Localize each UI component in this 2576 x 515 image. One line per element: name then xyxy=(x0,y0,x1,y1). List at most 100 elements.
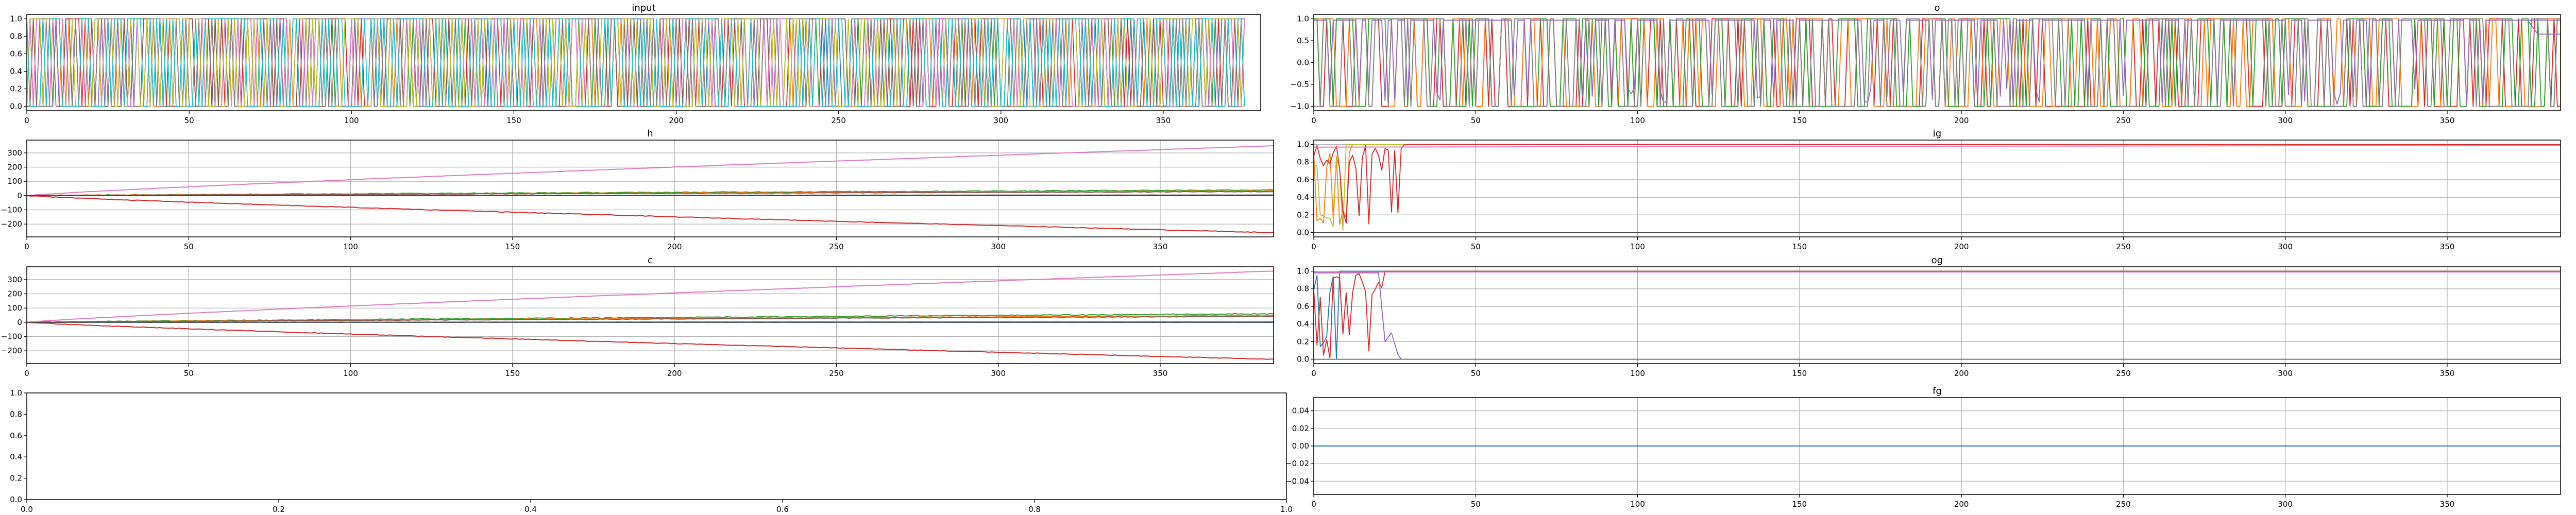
x-tick-label: 300 xyxy=(2278,369,2293,378)
y-tick-label: 300 xyxy=(7,148,22,158)
y-tick-label: 0.5 xyxy=(1297,36,1309,45)
y-tick-label: −200 xyxy=(1,219,22,229)
series-line xyxy=(1314,145,2561,148)
series-line xyxy=(27,315,1274,323)
y-tick-label: 1.0 xyxy=(10,388,22,398)
y-tick-label: 1.0 xyxy=(10,14,22,24)
panel-title: og xyxy=(1931,255,1943,266)
series-line xyxy=(1314,272,1402,360)
y-tick-label: −0.5 xyxy=(1291,80,1309,89)
y-tick-label: 0.8 xyxy=(10,409,22,419)
axes-frame xyxy=(1313,140,2561,237)
y-tick-label: −0.04 xyxy=(1285,476,1309,486)
series-line xyxy=(1314,144,2561,225)
y-tick-label: 1.0 xyxy=(1297,140,1309,149)
y-tick-label: 1.0 xyxy=(1297,14,1309,24)
y-tick-label: 0.8 xyxy=(10,32,22,41)
x-tick-label: 50 xyxy=(1471,500,1481,509)
y-tick-label: 0.0 xyxy=(1297,354,1309,364)
panel-fg: 0 50 100 150 200 250 300 350 −0.04 −0.02 0.00 0.02 0… xyxy=(1285,386,2561,509)
y-tick-label: −100 xyxy=(1,332,22,341)
x-tick-label: 250 xyxy=(2116,116,2131,125)
y-tick-label: 0.4 xyxy=(10,452,22,461)
x-tick-label: 0.2 xyxy=(273,505,285,514)
series-group xyxy=(1314,18,2561,107)
panel-input: 0 50 100 150 200 250 300 350 0.0 0.2 0.4 0.6 0.8 1.0 i… xyxy=(10,3,1261,125)
panel-title: ig xyxy=(1933,128,1941,139)
x-tick-label: 250 xyxy=(2116,242,2131,251)
x-tick-label: 350 xyxy=(2440,369,2455,378)
series-line xyxy=(2528,21,2561,35)
y-tick-label: 1.0 xyxy=(1297,267,1309,276)
x-tick-label: 150 xyxy=(1792,116,1807,125)
x-tick-label: 200 xyxy=(667,369,682,378)
x-tick-label: 100 xyxy=(343,369,358,378)
axes-frame xyxy=(26,266,1274,364)
y-tick-label: 0.4 xyxy=(1297,193,1309,202)
x-tick-label: 200 xyxy=(1954,500,1969,509)
axes-frame xyxy=(1313,266,2561,364)
x-tick-label: 50 xyxy=(1471,116,1481,125)
panel-o: 0 50 100 150 200 250 300 350 −1.0 −0.5 0.0 0.5 1.0 o xyxy=(1291,3,2561,125)
x-tick-label: 300 xyxy=(2278,242,2293,251)
y-tick-label: 0.4 xyxy=(1297,319,1309,329)
x-tick-label: 0.0 xyxy=(21,505,33,514)
x-tick-label: 350 xyxy=(2440,116,2455,125)
y-tick-label: 0.02 xyxy=(1292,424,1309,433)
x-tick-label: 50 xyxy=(1471,242,1481,251)
series-line xyxy=(27,322,1274,360)
y-tick-label: 0.0 xyxy=(10,495,22,504)
y-tick-label: 0.6 xyxy=(10,431,22,440)
x-tick-label: 350 xyxy=(1153,242,1168,251)
x-tick-label: 350 xyxy=(1153,369,1168,378)
y-tick-label: 0.6 xyxy=(10,49,22,59)
x-tick-label: 0 xyxy=(24,116,29,125)
y-tick-label: 0 xyxy=(17,191,22,200)
series-group xyxy=(1314,144,2561,233)
panel-og: 0 50 100 150 200 250 300 350 0.0 0.2 0.4 0.6 0.8 1.0 o… xyxy=(1297,255,2561,378)
y-tick-label: 0.2 xyxy=(1297,210,1309,219)
series-line xyxy=(27,145,1274,196)
x-tick-label: 200 xyxy=(1954,242,1969,251)
x-tick-label: 0 xyxy=(24,369,29,378)
y-tick-label: 0.2 xyxy=(1297,337,1309,346)
x-tick-label: 250 xyxy=(829,369,844,378)
x-tick-label: 0.8 xyxy=(1028,505,1041,514)
x-tick-label: 150 xyxy=(505,242,520,251)
series-line xyxy=(27,18,1245,107)
x-tick-label: 150 xyxy=(1792,369,1807,378)
y-tick-label: 0 xyxy=(17,318,22,327)
panel-empty: 0.0 0.2 0.4 0.6 0.8 1.0 0.0 0.2 0.4 0.6 0.8 1.0 xyxy=(10,388,1293,514)
x-tick-label: 1.0 xyxy=(1280,505,1293,514)
series-line xyxy=(1314,144,2561,231)
y-tick-label: 0.6 xyxy=(1297,302,1309,311)
series-line xyxy=(1314,18,2561,107)
y-tick-label: 200 xyxy=(7,163,22,172)
x-tick-label: 250 xyxy=(2116,369,2131,378)
y-tick-label: 0.04 xyxy=(1292,406,1309,416)
x-tick-label: 100 xyxy=(1630,242,1645,251)
x-tick-label: 100 xyxy=(343,242,358,251)
y-tick-label: 100 xyxy=(7,177,22,186)
series-group xyxy=(27,145,1274,233)
y-tick-label: 0.4 xyxy=(10,67,22,76)
series-line xyxy=(27,270,1274,323)
x-tick-label: 0 xyxy=(1311,116,1316,125)
series-line xyxy=(27,191,1274,196)
x-tick-label: 150 xyxy=(1792,500,1807,509)
y-tick-label: 0.0 xyxy=(1297,58,1309,67)
y-tick-label: −100 xyxy=(1,205,22,214)
x-tick-label: 50 xyxy=(184,242,194,251)
panel-title: o xyxy=(1934,3,1940,13)
series-line xyxy=(27,18,1245,107)
x-tick-label: 250 xyxy=(829,242,844,251)
panel-title: h xyxy=(647,128,653,139)
x-tick-label: 0.6 xyxy=(776,505,789,514)
x-tick-label: 100 xyxy=(344,116,359,125)
x-tick-label: 0 xyxy=(24,242,29,251)
axes-frame xyxy=(26,14,1261,111)
x-tick-label: 200 xyxy=(1954,369,1969,378)
y-tick-label: 0.0 xyxy=(1297,228,1309,237)
y-tick-label: −1.0 xyxy=(1291,102,1309,111)
